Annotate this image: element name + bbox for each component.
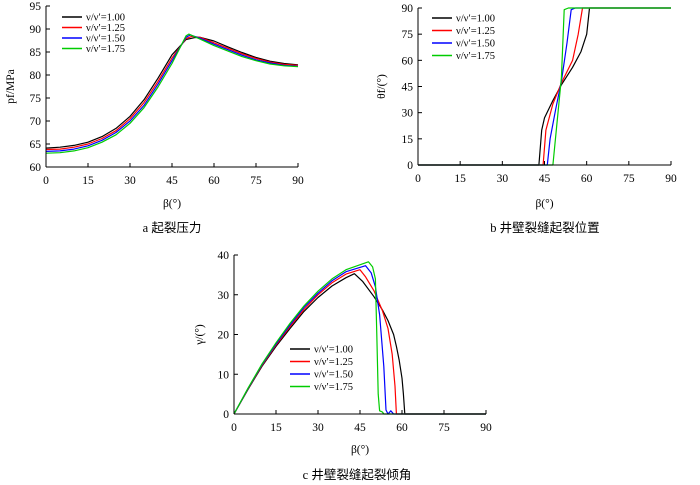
y-tick-label: 60 xyxy=(30,162,42,174)
legend-label-4: ν/ν′=1.75 xyxy=(314,382,353,393)
x-tick-label: 30 xyxy=(312,422,324,434)
x-tick-label: 90 xyxy=(292,175,304,187)
legend-label-1: ν/ν′=1.00 xyxy=(456,14,495,25)
y-tick-label: 95 xyxy=(30,1,42,13)
x-axis-label: β(°) xyxy=(351,444,369,456)
y-tick-label: 0 xyxy=(407,160,413,172)
legend-label-1: ν/ν′=1.00 xyxy=(86,13,125,24)
y-tick-label: 70 xyxy=(30,116,42,128)
legend-label-3: ν/ν′=1.50 xyxy=(314,370,353,381)
panel-c-initiation-inclination-chart: 0 15 30 45 60 75 90 0 10 20 30 40 β(°) γ/(°) ν/ν′=1.00… xyxy=(194,250,492,482)
series-line-1 xyxy=(418,7,671,166)
legend-label-3: ν/ν′=1.50 xyxy=(86,34,125,45)
x-tick-label: 45 xyxy=(539,173,551,185)
y-tick-label: 80 xyxy=(30,70,42,82)
y-tick-label: 90 xyxy=(30,24,42,36)
legend-label-1: ν/ν′=1.00 xyxy=(314,345,353,356)
x-tick-label: 75 xyxy=(438,422,450,434)
y-axis-label: γ/(°) xyxy=(194,324,206,346)
y-tick-label: 45 xyxy=(402,82,414,94)
x-tick-label: 30 xyxy=(497,173,509,185)
x-tick-label: 60 xyxy=(396,422,408,434)
x-tick-label: 0 xyxy=(43,175,49,187)
x-tick-label: 75 xyxy=(250,175,262,187)
y-tick-label: 85 xyxy=(30,47,42,59)
y-tick-label: 60 xyxy=(402,55,414,67)
panel-caption: a 起裂压力 xyxy=(143,221,202,235)
x-tick-label: 0 xyxy=(415,173,421,185)
legend-label-2: ν/ν′=1.25 xyxy=(86,23,125,34)
series-line-2 xyxy=(45,35,299,151)
x-tick-label: 45 xyxy=(354,422,366,434)
y-tick-label: 10 xyxy=(218,369,230,381)
x-tick-label: 15 xyxy=(82,175,94,187)
y-tick-label: 40 xyxy=(218,250,230,262)
x-tick-label: 90 xyxy=(665,173,677,185)
x-tick-label: 90 xyxy=(480,422,492,434)
series-line-4 xyxy=(45,33,299,154)
panel-caption: c 井壁裂缝起裂倾角 xyxy=(303,467,412,482)
y-tick-label: 75 xyxy=(30,93,42,105)
series-line-3 xyxy=(233,265,486,415)
panel-a-initiation-pressure-chart: 0 15 30 45 60 75 90 60 65 70 75 80 85 90 95 β(°) pf/MPa ν… xyxy=(5,1,304,235)
series-line-4 xyxy=(233,261,486,415)
y-tick-label: 90 xyxy=(402,3,414,15)
x-tick-label: 15 xyxy=(454,173,466,185)
y-axis-label: pf/MPa xyxy=(5,69,17,104)
y-tick-label: 0 xyxy=(223,409,229,421)
x-tick-label: 60 xyxy=(581,173,593,185)
legend-label-4: ν/ν′=1.75 xyxy=(456,51,495,62)
y-tick-label: 75 xyxy=(402,29,414,41)
x-axis-label: β(°) xyxy=(535,198,553,210)
x-tick-label: 75 xyxy=(623,173,635,185)
x-tick-label: 45 xyxy=(166,175,178,187)
y-tick-label: 15 xyxy=(402,134,414,146)
series-line-3 xyxy=(45,34,299,152)
y-tick-label: 20 xyxy=(218,330,230,342)
y-tick-label: 30 xyxy=(218,290,230,302)
y-axis-label: θf/(°) xyxy=(376,74,388,99)
x-tick-label: 60 xyxy=(208,175,220,187)
legend-label-2: ν/ν′=1.25 xyxy=(456,26,495,37)
x-axis-label: β(°) xyxy=(163,198,181,210)
y-tick-label: 30 xyxy=(402,108,414,120)
series-line-2 xyxy=(233,269,486,415)
legend-label-2: ν/ν′=1.25 xyxy=(314,357,353,368)
panel-b-initiation-position-chart: 0 15 30 45 60 75 90 0 15 30 45 60 75 90 β(°) θf/(°) ν/ν′… xyxy=(376,3,677,235)
series-line-1 xyxy=(45,36,299,149)
series-line-1 xyxy=(233,273,486,415)
legend-label-3: ν/ν′=1.50 xyxy=(456,39,495,50)
x-tick-label: 0 xyxy=(231,422,237,434)
x-tick-label: 15 xyxy=(270,422,282,434)
x-tick-label: 30 xyxy=(124,175,136,187)
panel-caption: b 井壁裂缝起裂位置 xyxy=(490,220,599,235)
legend-label-4: ν/ν′=1.75 xyxy=(86,44,125,55)
y-tick-label: 65 xyxy=(30,139,42,151)
